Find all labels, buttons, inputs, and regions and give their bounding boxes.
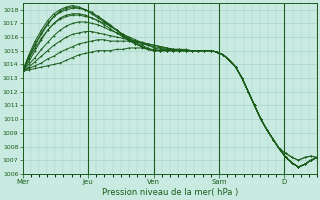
- X-axis label: Pression niveau de la mer( hPa ): Pression niveau de la mer( hPa ): [102, 188, 238, 197]
